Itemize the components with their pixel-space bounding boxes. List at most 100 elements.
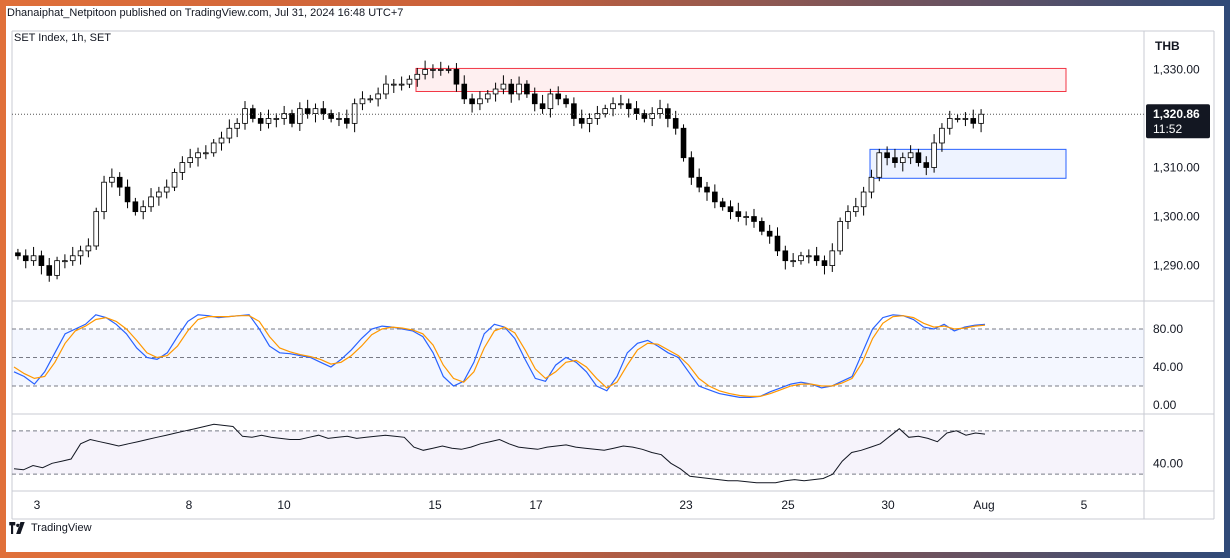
tradingview-logo-icon <box>9 522 25 534</box>
candle-body <box>320 108 327 114</box>
candle-body <box>657 108 663 114</box>
candle-body <box>688 157 695 178</box>
demand-zone <box>869 148 1067 179</box>
candle-body <box>359 98 366 105</box>
candle-body <box>618 103 624 106</box>
candle-body <box>571 103 577 119</box>
candle-body <box>22 255 29 262</box>
candle-body <box>547 93 554 110</box>
candle-body <box>892 157 898 163</box>
supply-zone <box>415 67 1067 92</box>
candle-body <box>140 206 147 213</box>
candle-body <box>124 186 131 203</box>
price-tick-label: 1,300.00 <box>1153 210 1200 224</box>
candle-body <box>226 127 233 139</box>
candle-body <box>281 113 287 119</box>
time-axis: 3 8 10 15 17 23 25 30 Aug 5 <box>34 498 1088 512</box>
candle-body <box>101 181 107 213</box>
candle-body <box>829 250 836 266</box>
candle-body <box>242 108 248 124</box>
candle-body <box>336 118 342 120</box>
candle-body <box>712 191 718 203</box>
candle-body <box>273 118 280 120</box>
date-tick-label: 8 <box>186 498 193 512</box>
price-axis: 1,330.00 1,310.00 1,300.00 1,290.00 <box>1153 62 1200 272</box>
candle-body <box>907 152 914 159</box>
footer-brand[interactable]: TradingView <box>8 522 92 534</box>
candle-body <box>304 108 311 114</box>
candle-body <box>821 260 828 266</box>
date-tick-label: 17 <box>529 498 543 512</box>
price-tick-label: 1,290.00 <box>1153 259 1200 273</box>
candle-body <box>351 103 358 124</box>
candle-body <box>297 108 303 124</box>
candle-body <box>578 118 585 124</box>
candle-body <box>250 108 256 119</box>
candle-body <box>594 113 601 119</box>
candle-body <box>899 157 906 163</box>
last-price-tag: 1,320.86 11:52 <box>1146 104 1210 139</box>
candle-body <box>265 118 272 124</box>
candle-body <box>696 176 702 188</box>
stochastic-tick-label: 80.00 <box>1153 322 1183 336</box>
candle-body <box>860 191 867 208</box>
candle-body <box>469 98 475 105</box>
stochastic-line <box>13 314 986 398</box>
candle-body <box>766 230 773 237</box>
stochastic-line <box>13 315 986 397</box>
candle-body <box>884 152 890 159</box>
candle-body <box>406 78 413 85</box>
candle-body <box>116 176 123 188</box>
date-tick-label: 15 <box>428 498 442 512</box>
candle-body <box>524 83 530 95</box>
candle-body <box>445 69 452 71</box>
candle-body <box>171 172 178 188</box>
pane-separators <box>11 30 1215 520</box>
date-tick-label: 30 <box>881 498 895 512</box>
candle-body <box>46 265 53 276</box>
date-tick-label: 23 <box>679 498 693 512</box>
candle-body <box>586 118 593 124</box>
candle-body <box>77 250 84 257</box>
candle-body <box>806 255 812 258</box>
candle-body <box>453 69 460 85</box>
candle-body <box>782 250 789 262</box>
candle-body <box>461 83 468 100</box>
candle-body <box>132 201 139 213</box>
candle-body <box>923 162 930 168</box>
candle-body <box>946 118 953 129</box>
candle-body <box>210 142 217 154</box>
candle-body <box>727 206 734 213</box>
candle-body <box>383 83 389 95</box>
candle-body <box>759 221 765 232</box>
candle-body <box>195 152 201 159</box>
stochastic-axis: 80.00 40.00 0.00 <box>1153 322 1183 412</box>
price-tick-label: 1,330.00 <box>1153 62 1200 76</box>
candle-body <box>414 73 421 80</box>
rsi-band <box>12 430 1144 475</box>
candle-body <box>187 157 193 163</box>
publish-header: Dhanaiphat_Netpitoon published on Tradin… <box>7 7 404 19</box>
stochastic-pane <box>12 314 1144 398</box>
candle-body <box>931 142 937 168</box>
chart-frame <box>6 6 1224 552</box>
candle-body <box>148 196 154 208</box>
candle-body <box>563 98 569 105</box>
stochastic-tick-label: 0.00 <box>1153 398 1177 412</box>
candle-body <box>555 93 562 100</box>
candle-body <box>15 252 21 257</box>
candle-body <box>602 108 609 114</box>
candle-body <box>790 260 796 263</box>
candle-body <box>876 152 883 178</box>
candle-body <box>641 113 648 119</box>
candle-body <box>539 103 546 110</box>
candle-body <box>62 260 68 263</box>
candle-body <box>672 118 679 129</box>
candle-body <box>939 127 945 144</box>
candle-body <box>704 186 710 193</box>
candle-body <box>109 176 115 183</box>
candle-body <box>531 93 538 105</box>
candle-body <box>680 127 687 159</box>
candle-body <box>54 260 60 276</box>
